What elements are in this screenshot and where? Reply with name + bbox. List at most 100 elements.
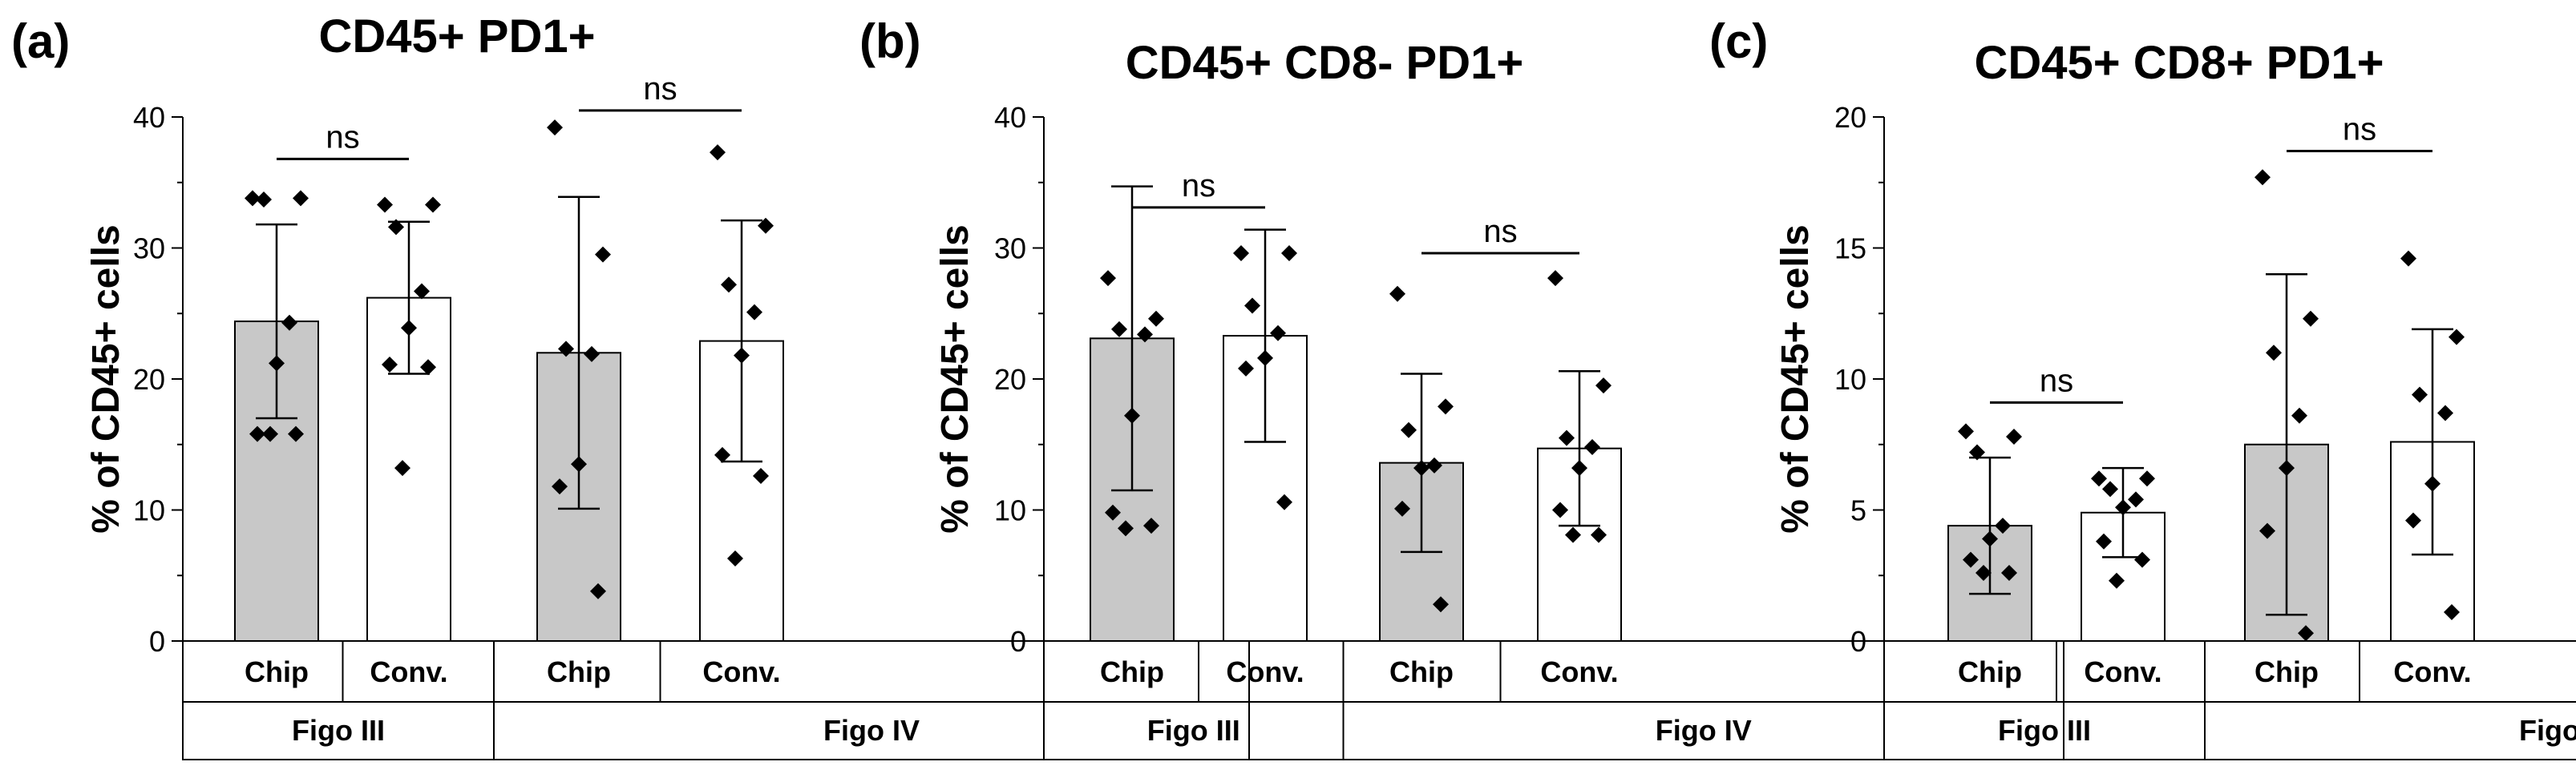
data-point [1276, 494, 1292, 510]
significance-label: ns [643, 71, 677, 107]
y-tick-label: 30 [994, 232, 1026, 265]
chart-title: CD45+ CD8+ PD1+ [1975, 37, 2384, 89]
group-label: Figo III [1998, 714, 2091, 747]
chart-panel-3: (c) CD45+ CD8+ PD1+ % of CD45+ cells 0 5 10 15… [1709, 14, 2576, 760]
data-point [262, 425, 278, 442]
data-point [1111, 320, 1127, 337]
data-point [1233, 245, 1249, 262]
data-point [734, 347, 750, 364]
data-point [758, 217, 774, 234]
y-tick-label: 40 [994, 101, 1026, 134]
data-point [377, 196, 393, 213]
data-point [1281, 245, 1297, 262]
group-label: Figo III [1147, 714, 1240, 747]
data-point [425, 196, 441, 213]
y-tick-label: 0 [149, 625, 165, 658]
data-point [1394, 500, 1410, 517]
data-point [2291, 407, 2307, 424]
data-point [1963, 551, 1979, 568]
group-label: Figo IV [1656, 714, 1752, 747]
category-label: Chip [1389, 655, 1454, 688]
data-point [2102, 481, 2118, 498]
chart-panel-1: (a) CD45+ PD1+ % of CD45+ cells 0 10 20 30 40 ns… [11, 10, 1250, 760]
category-label: Chip [1958, 655, 2022, 688]
data-point [288, 425, 304, 442]
data-point [256, 191, 272, 208]
y-axis-label: % of CD45+ cells [934, 224, 977, 534]
significance-label: ns [1483, 214, 1517, 249]
data-point [2134, 551, 2150, 568]
data-point [595, 246, 611, 263]
data-point [714, 446, 730, 463]
data-point [2437, 405, 2453, 421]
data-point [571, 456, 587, 473]
data-point [2400, 250, 2416, 267]
data-point [2449, 329, 2465, 345]
data-point [2096, 533, 2112, 550]
data-point [1565, 526, 1581, 543]
data-point [1257, 349, 1273, 366]
data-point [2259, 522, 2275, 539]
data-point [1100, 270, 1116, 287]
category-label: Chip [1100, 655, 1164, 688]
data-point [2006, 428, 2022, 445]
data-point [420, 359, 436, 376]
data-point [1969, 444, 1985, 461]
data-point [281, 314, 297, 331]
data-point [746, 304, 762, 320]
data-point [1413, 460, 1430, 477]
category-label: Conv. [2393, 655, 2471, 688]
y-tick-label: 10 [133, 494, 165, 527]
category-label: Conv. [370, 655, 447, 688]
category-table [182, 640, 1250, 760]
data-point [547, 119, 563, 136]
category-label: Chip [245, 655, 309, 688]
data-point [388, 219, 404, 236]
data-point [710, 144, 726, 161]
data-point [1433, 596, 1449, 613]
data-point [1389, 285, 1405, 302]
category-label: Conv. [2084, 655, 2161, 688]
data-point [1137, 326, 1153, 343]
data-point [1995, 518, 2011, 534]
data-point [2424, 475, 2441, 492]
data-point [721, 276, 737, 293]
data-point [727, 550, 743, 566]
data-point [269, 355, 285, 372]
data-point [414, 283, 430, 300]
data-point [2091, 470, 2107, 487]
data-point [245, 190, 261, 207]
data-point [1270, 325, 1286, 341]
y-tick-label: 15 [1834, 232, 1866, 265]
data-point [401, 320, 417, 337]
data-point [1547, 270, 1563, 287]
data-point [584, 345, 600, 362]
significance-label: ns [2343, 112, 2376, 147]
data-point [1595, 377, 1612, 394]
data-point [2444, 604, 2460, 621]
data-point [1958, 423, 1974, 440]
y-axis-label: % of CD45+ cells [1774, 224, 1817, 534]
data-point [1552, 502, 1568, 518]
category-label: Conv. [1226, 655, 1304, 688]
y-tick-label: 20 [133, 363, 165, 396]
category-label: Chip [2255, 655, 2319, 688]
data-point [1584, 439, 1600, 456]
panel-letter: (c) [1709, 14, 1768, 68]
group-label: Figo III [292, 714, 385, 747]
data-point [2412, 386, 2428, 403]
data-point [1401, 421, 1417, 438]
data-point [1124, 407, 1140, 424]
category-table [1043, 640, 2064, 760]
data-point [1426, 457, 1442, 474]
data-point [753, 467, 769, 484]
data-point [2255, 169, 2271, 186]
data-point [1591, 526, 1607, 543]
data-point [1975, 564, 1992, 581]
data-point [2266, 345, 2282, 361]
data-point [2298, 625, 2314, 642]
chart-title: CD45+ PD1+ [319, 10, 596, 62]
data-point [558, 341, 574, 357]
y-tick-label: 40 [133, 101, 165, 134]
